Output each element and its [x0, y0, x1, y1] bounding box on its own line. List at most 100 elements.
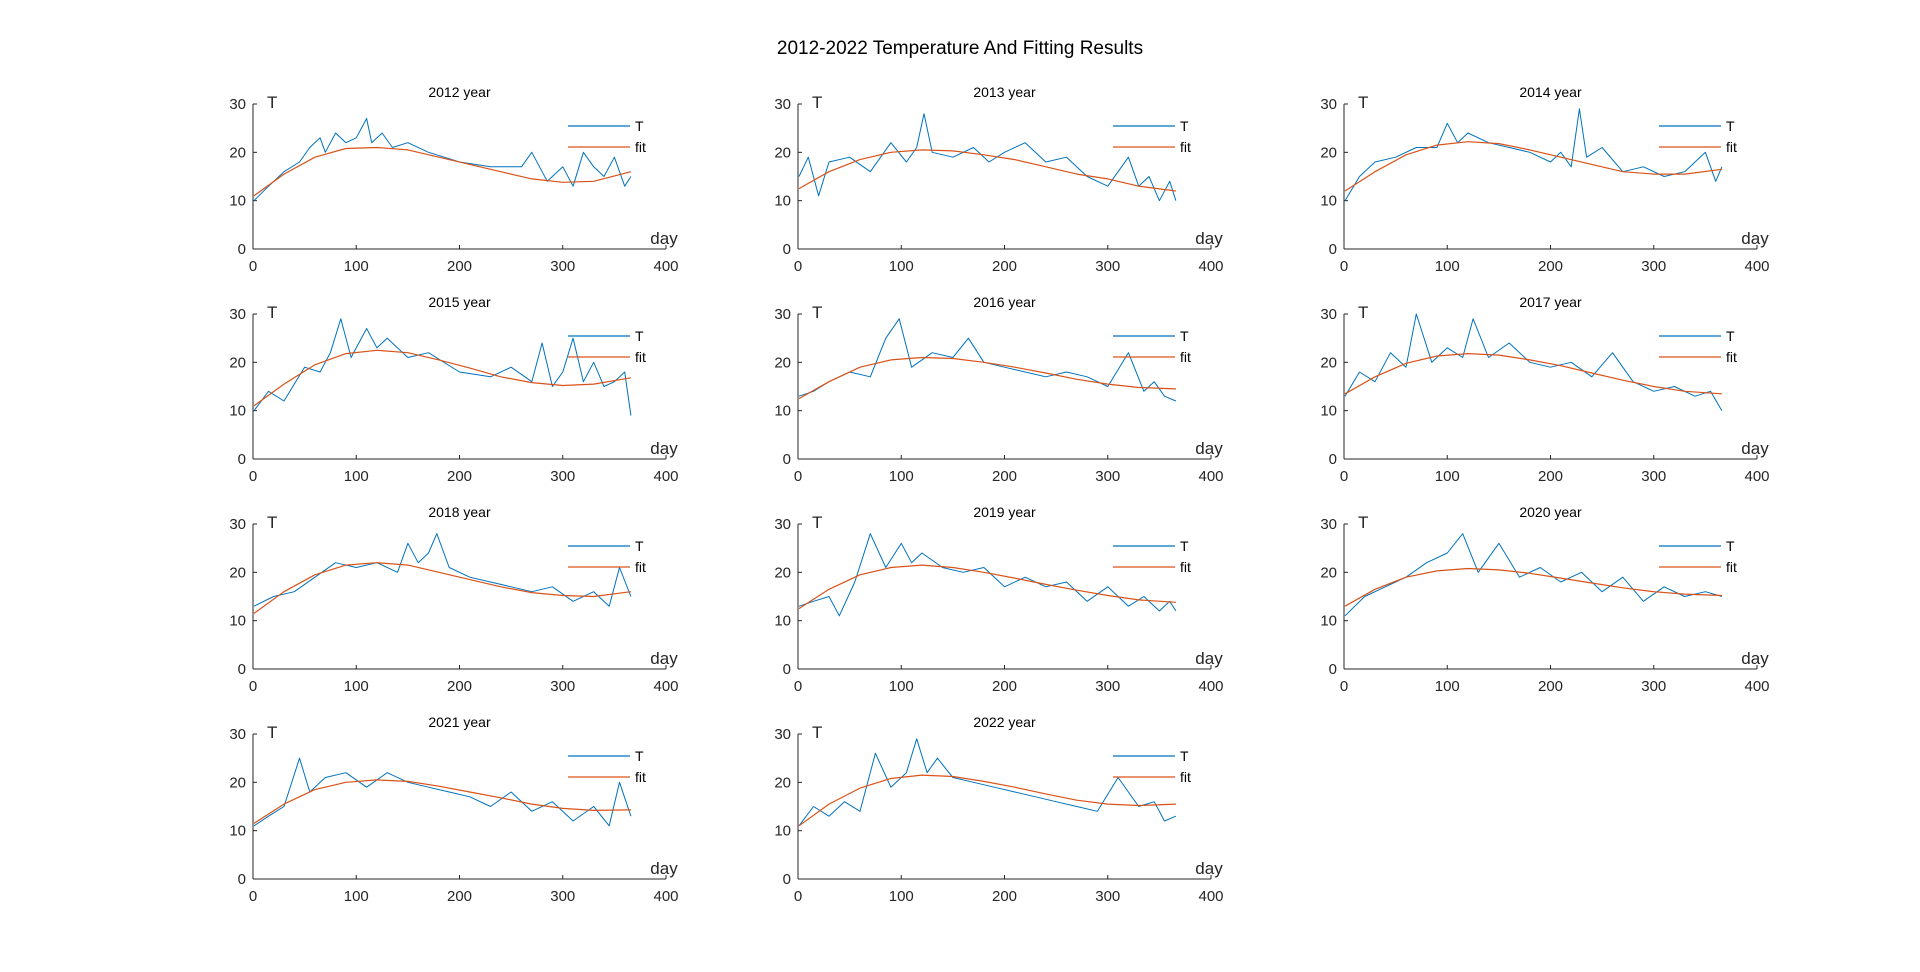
y-tick-label: 30	[774, 96, 791, 113]
legend-label: T	[1726, 118, 1735, 134]
y-tick-label: 10	[1320, 613, 1337, 630]
y-tick-label: 30	[774, 726, 791, 743]
subplot-title: 2012 year	[428, 84, 491, 100]
y-tick-label: 10	[229, 823, 246, 840]
series-line-fit	[253, 349, 632, 407]
y-axis-label: T	[267, 303, 277, 322]
x-tick-label: 100	[889, 258, 914, 275]
y-axis-label: T	[1358, 303, 1368, 322]
x-tick-label: 300	[1641, 468, 1666, 485]
x-tick-label: 400	[1198, 468, 1223, 485]
y-tick-label: 30	[1320, 96, 1337, 113]
series-line-T	[253, 533, 632, 607]
y-axis-label: T	[812, 93, 822, 112]
y-tick-label: 30	[229, 516, 246, 533]
y-tick-label: 30	[229, 96, 246, 113]
series-line-T	[798, 113, 1177, 202]
y-tick-label: 30	[774, 306, 791, 323]
series-line-T	[253, 757, 632, 827]
series-line-T	[798, 318, 1177, 402]
x-tick-label: 300	[1095, 678, 1120, 695]
y-tick-label: 20	[229, 564, 246, 581]
subplot-title: 2019 year	[973, 504, 1036, 520]
x-axis-label: day	[650, 859, 678, 878]
x-tick-label: 0	[794, 678, 802, 695]
y-tick-label: 10	[229, 613, 246, 630]
series-line-fit	[1344, 141, 1722, 192]
y-tick-label: 0	[1329, 661, 1337, 678]
y-tick-label: 30	[229, 306, 246, 323]
y-tick-label: 0	[1329, 241, 1337, 258]
series-line-fit	[798, 356, 1176, 400]
x-tick-label: 200	[447, 678, 472, 695]
legend-label: T	[635, 538, 644, 554]
y-tick-label: 20	[1320, 354, 1337, 371]
x-tick-label: 400	[1744, 258, 1769, 275]
x-tick-label: 300	[550, 888, 575, 905]
y-tick-label: 30	[1320, 516, 1337, 533]
x-axis-label: day	[650, 439, 678, 458]
y-tick-label: 20	[774, 564, 791, 581]
legend-label: T	[635, 118, 644, 134]
subplot-title: 2017 year	[1519, 294, 1582, 310]
subplot-title: 2016 year	[973, 294, 1036, 310]
x-tick-label: 200	[447, 258, 472, 275]
x-tick-label: 0	[249, 258, 257, 275]
series-line-T	[1344, 313, 1723, 411]
y-tick-label: 0	[783, 661, 791, 678]
y-tick-label: 0	[783, 241, 791, 258]
legend-label: fit	[1180, 769, 1191, 785]
y-tick-label: 0	[238, 451, 246, 468]
x-tick-label: 400	[1744, 678, 1769, 695]
x-tick-label: 100	[1435, 258, 1460, 275]
x-tick-label: 0	[249, 678, 257, 695]
x-axis-label: day	[1195, 229, 1223, 248]
legend-label: T	[1726, 328, 1735, 344]
x-tick-label: 0	[249, 468, 257, 485]
legend-label: T	[635, 328, 644, 344]
y-tick-label: 20	[1320, 564, 1337, 581]
x-tick-label: 300	[550, 468, 575, 485]
legend-label: fit	[1726, 139, 1737, 155]
x-tick-label: 100	[1435, 468, 1460, 485]
x-tick-label: 100	[344, 258, 369, 275]
y-tick-label: 30	[774, 516, 791, 533]
x-tick-label: 400	[1198, 888, 1223, 905]
y-tick-label: 0	[238, 661, 246, 678]
x-tick-label: 100	[1435, 678, 1460, 695]
y-tick-label: 0	[783, 871, 791, 888]
y-axis-label: T	[1358, 513, 1368, 532]
legend-label: fit	[1180, 139, 1191, 155]
series-line-T	[798, 738, 1177, 827]
x-axis-label: day	[1741, 649, 1769, 668]
legend-label: T	[635, 748, 644, 764]
subplot-title: 2021 year	[428, 714, 491, 730]
x-tick-label: 0	[794, 258, 802, 275]
x-tick-label: 400	[653, 888, 678, 905]
x-tick-label: 200	[992, 468, 1017, 485]
x-tick-label: 0	[1340, 678, 1348, 695]
x-tick-label: 200	[992, 888, 1017, 905]
x-tick-label: 0	[794, 888, 802, 905]
x-tick-label: 400	[653, 468, 678, 485]
legend-label: fit	[635, 349, 646, 365]
x-axis-label: day	[650, 649, 678, 668]
x-axis-label: day	[1195, 859, 1223, 878]
x-tick-label: 300	[1641, 678, 1666, 695]
subplot-title: 2020 year	[1519, 504, 1582, 520]
x-tick-label: 100	[889, 678, 914, 695]
subplot-title: 2022 year	[973, 714, 1036, 730]
y-axis-label: T	[267, 513, 277, 532]
x-tick-label: 100	[889, 888, 914, 905]
subplot-title: 2013 year	[973, 84, 1036, 100]
x-tick-label: 200	[1538, 468, 1563, 485]
x-axis-label: day	[1195, 649, 1223, 668]
figure-title: 2012-2022 Temperature And Fitting Result…	[776, 38, 1144, 59]
x-tick-label: 0	[1340, 258, 1348, 275]
x-tick-label: 300	[550, 678, 575, 695]
